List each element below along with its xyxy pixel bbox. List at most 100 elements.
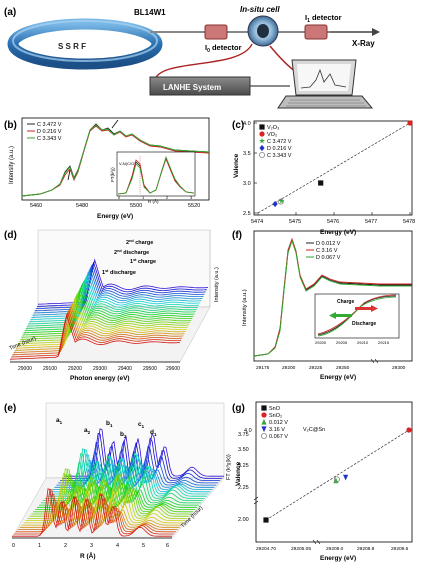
legend-c-label: V₂O₃ — [267, 125, 279, 131]
c-axis-ticks: 5474 5475 5476 5477 5478 2.5 3.0 3.5 4.0 — [243, 121, 415, 225]
xtick-b-0: 5460 — [30, 203, 42, 209]
c-xtick-label: 5475 — [289, 219, 301, 225]
inset-f-red — [317, 294, 397, 335]
xray-arrowhead — [372, 28, 380, 36]
d-trace — [15, 303, 186, 349]
e-xtick-4: 4 — [116, 543, 119, 549]
d-trace — [35, 264, 206, 309]
xtick-b-3: 5520 — [188, 203, 200, 209]
d-ann-0: 2nd charge — [126, 239, 153, 246]
panel-f-label: (f) — [232, 230, 242, 241]
inset-f-charge-head — [371, 305, 378, 312]
i0-label: I0 detector — [205, 43, 242, 54]
inset-f-charge-arrow — [355, 307, 371, 310]
d-trace — [36, 261, 207, 307]
series-b-red — [21, 125, 210, 197]
d-trace — [11, 311, 182, 358]
legend-b-label-1: D 0.216 V — [37, 129, 62, 135]
panel-d: (d) 29000 29100 29200 29300 29400 29500 … — [4, 229, 220, 382]
legend-f-label-2: D 0.067 V — [316, 255, 341, 261]
d-trace — [24, 284, 195, 331]
e-waterfall — [12, 428, 224, 537]
c-xtick-label: 5474 — [251, 219, 263, 225]
panel-e-label: (e) — [4, 403, 16, 414]
legend-g-label: SnO₂ — [269, 413, 282, 419]
inset-f-charge: Charge — [337, 299, 354, 305]
d-trace — [32, 269, 203, 316]
e-trace — [12, 488, 172, 537]
d-trace — [28, 277, 200, 323]
i0-detector — [204, 24, 228, 40]
xlabel-f: Energy (eV) — [320, 374, 356, 381]
xtick-f-1: 29200 — [282, 365, 296, 371]
d-trace — [9, 313, 181, 360]
legend-c-label: C 3.343 V — [267, 153, 292, 159]
laptop-keys — [286, 99, 366, 107]
c-point — [278, 197, 285, 204]
d-xtick-4: 29400 — [118, 366, 132, 372]
inset-f-xtick-0: 29200 — [315, 340, 327, 345]
ring-label: S S R F — [58, 42, 86, 51]
d-trace — [26, 280, 197, 327]
g-point — [343, 474, 349, 481]
inset-b-xtick-3: 3 — [190, 195, 193, 200]
xlabel-c: Energy (eV) — [320, 229, 356, 236]
c-xtick-label: 5476 — [327, 219, 339, 225]
side-label-d: Intensity (a.u.) — [214, 267, 220, 302]
legend-g-label: 0.067 V — [269, 434, 288, 440]
g-xtick-3: 29208.8 — [357, 546, 375, 552]
g-xtick-1: 29205.05 — [291, 546, 311, 552]
d-ann-3: 1st discharge — [102, 269, 136, 276]
legend-c-label: VO₂ — [267, 132, 277, 138]
c-xtick-label: 5477 — [365, 219, 377, 225]
fit-line-c — [257, 122, 411, 214]
panel-g-label: (g) — [232, 403, 245, 414]
c-point — [272, 200, 278, 208]
inset-f-discharge-arrow — [336, 314, 352, 317]
xtick-f-4: 29300 — [392, 365, 406, 371]
d-trace — [13, 306, 184, 353]
fit-line-g — [265, 429, 410, 521]
panel-e: (e) 0 1 2 3 4 5 6 R (Å) Time (hour) FT (… — [4, 402, 232, 560]
g-ytick-0: 2.00 — [238, 517, 249, 523]
g-ytick-2: 3.25 — [238, 463, 249, 469]
legend-c-marker — [259, 144, 265, 152]
ylabel-g: Valence — [235, 461, 242, 486]
legend-g-marker — [261, 405, 267, 411]
xlabel-b: Energy (eV) — [97, 213, 133, 220]
inset-f: Charge Discharge 29200 29205 29210 29215 — [314, 293, 400, 345]
cable — [154, 43, 253, 81]
legend-c-label: C 3.472 V — [267, 139, 292, 145]
arrow-b-1 — [67, 169, 71, 181]
legend-g-label: 0.012 V — [269, 420, 288, 426]
legend-f: D 0.012 V C 3.16 V D 0.067 V — [306, 241, 341, 261]
xtick-b-1: 5480 — [76, 203, 88, 209]
legend-b-label-0: C 3.472 V — [37, 122, 62, 128]
d-ann-2: 1st charge — [130, 258, 156, 265]
e-peak-label: a1 — [56, 417, 63, 425]
c-points — [272, 120, 413, 208]
xlabel-e: R (Å) — [80, 551, 96, 560]
f-axis-break — [370, 358, 379, 364]
e-xtick-0: 0 — [12, 543, 15, 549]
d-xtick-5: 29500 — [143, 366, 157, 372]
d-xtick-0: 29000 — [18, 366, 32, 372]
g-xtick-2: 29208.0 — [326, 546, 344, 552]
e-xtick-5: 5 — [142, 543, 145, 549]
legend-g-label: 3.16 V — [269, 427, 285, 433]
d-ann-1: 2nd discharge — [114, 249, 149, 256]
laptop-keyboard — [277, 95, 374, 109]
g-point — [263, 517, 269, 523]
inset-f-discharge-head — [329, 312, 336, 319]
g-points — [263, 427, 412, 523]
plot-f-frame — [253, 230, 413, 362]
i1-detector — [304, 24, 328, 40]
g-axis-break-y — [253, 496, 259, 505]
inset-b-xtick-1: 1 — [142, 195, 145, 200]
lanhe-label: LANHE System — [163, 83, 221, 92]
d-trace — [16, 301, 187, 347]
g-ytick-top: 4.0 — [244, 428, 252, 434]
legend-g-marker — [261, 426, 267, 433]
e-backwall — [45, 402, 225, 479]
legend-f-label-1: C 3.16 V — [316, 248, 338, 254]
